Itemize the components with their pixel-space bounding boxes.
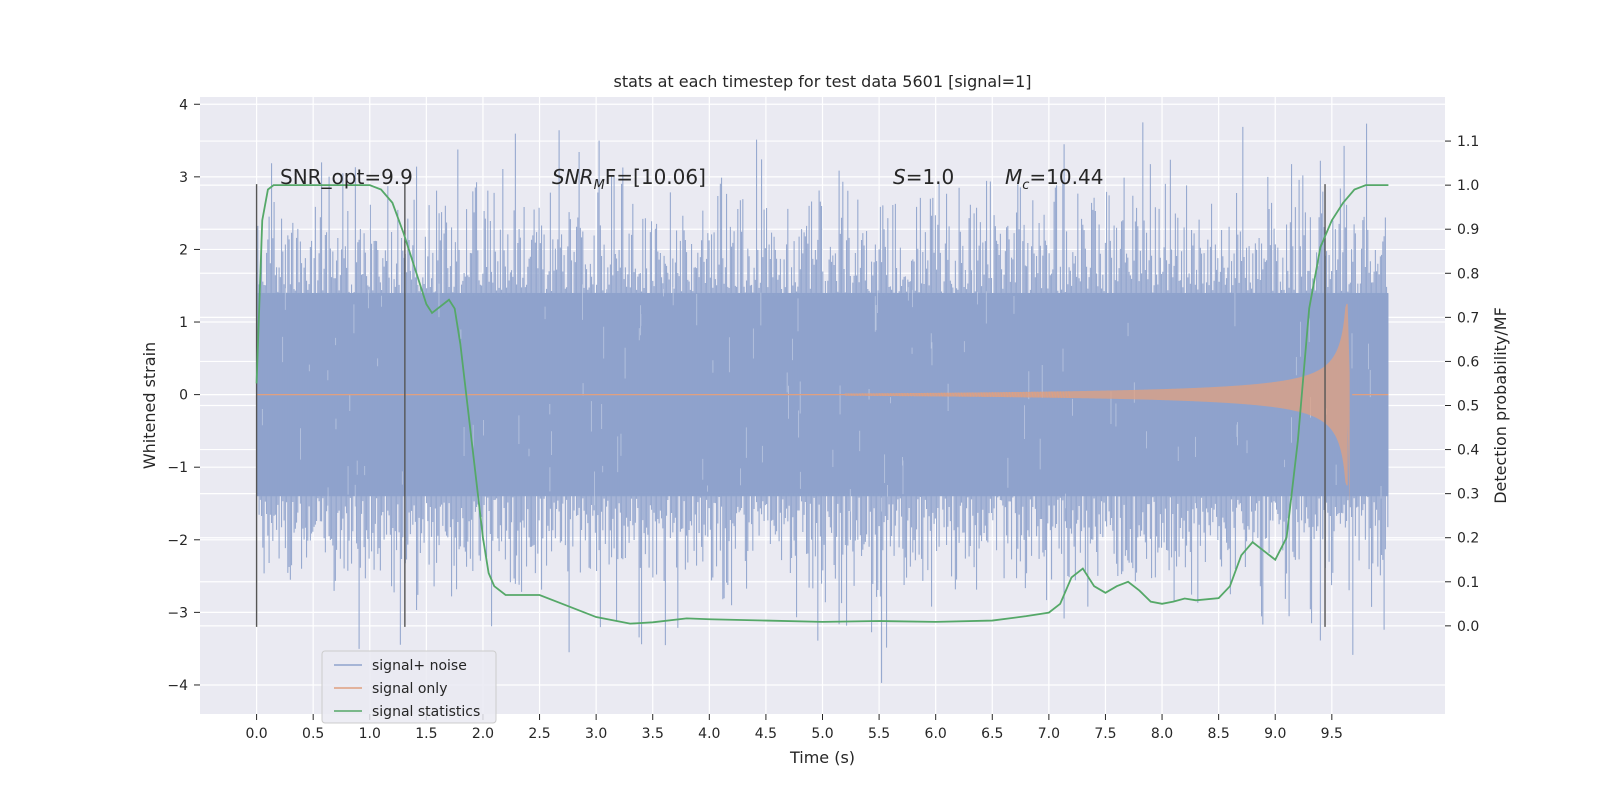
y2-tick-label-5: 0.6	[1457, 354, 1479, 370]
y-tick-label-3: 1	[179, 315, 188, 331]
x-tick-label-0: 0.0	[245, 726, 267, 742]
y-tick-label-5: −1	[167, 460, 188, 476]
annotation-mc-sub: c	[1022, 178, 1029, 193]
y2-tick-label-11: 0.0	[1457, 619, 1479, 635]
x-tick-label-4: 2.0	[472, 726, 494, 742]
x-tick-label-8: 4.0	[698, 726, 720, 742]
x-tick-label-14: 7.0	[1038, 726, 1060, 742]
y-tick-label-7: −3	[167, 605, 188, 621]
y-tick-label-1: 3	[179, 170, 188, 186]
chart-title: stats at each timestep for test data 560…	[613, 72, 1031, 91]
y2-tick-label-0: 1.1	[1457, 134, 1479, 150]
y-tick-label-0: 4	[179, 97, 188, 113]
annotation-mc: Mc=10.44	[1005, 165, 1103, 193]
y2-tick-label-9: 0.2	[1457, 531, 1479, 547]
y-tick-label-2: 2	[179, 242, 188, 258]
y-tick-label-8: −4	[167, 678, 188, 694]
annotation-s-var: S	[893, 165, 906, 189]
noise-texture	[261, 282, 1382, 539]
annotation-s: S=1.0	[893, 165, 954, 189]
annotation-snr-opt: SNR_opt=9.9	[280, 165, 413, 189]
annotation-mc-val: =10.44	[1029, 165, 1103, 189]
x-tick-label-11: 5.5	[868, 726, 890, 742]
vertical-markers	[255, 184, 1326, 627]
y2-tick-label-2: 0.9	[1457, 222, 1479, 238]
y-tick-label-4: 0	[179, 388, 188, 404]
annotation-s-val: =1.0	[906, 165, 955, 189]
x-tick-label-5: 2.5	[528, 726, 550, 742]
series-signal-only	[256, 303, 1389, 511]
x-tick-label-1: 0.5	[302, 726, 324, 742]
x-tick-label-12: 6.0	[925, 726, 947, 742]
x-tick-label-15: 7.5	[1094, 726, 1116, 742]
x-tick-label-17: 8.5	[1208, 726, 1230, 742]
annotation-snr-mf-rest: F=[10.06]	[605, 165, 706, 189]
x-tick-label-18: 9.0	[1264, 726, 1286, 742]
legend-box	[321, 650, 497, 724]
legend-label-signal-noise: signal+ noise	[372, 658, 467, 674]
legend-label-signal-statistics: signal statistics	[372, 704, 480, 720]
y2-axis-label: Detection probability/MF	[1491, 307, 1510, 504]
x-tick-label-13: 6.5	[981, 726, 1003, 742]
annotation-mc-base: M	[1005, 165, 1022, 189]
annotation-snr-mf-sub: M	[594, 178, 605, 193]
annotation-snr-mf-base: SNR	[552, 165, 594, 189]
x-tick-label-2: 1.0	[359, 726, 381, 742]
y-axis-label: Whitened strain	[140, 342, 159, 469]
x-axis-ticks: 0.0 0.5 1.0 1.5 2.0 2.5 3.0 3.5 4.0 4.5 5.0 5.5 6.0 6…	[245, 714, 1343, 742]
y-tick-label-6: −2	[167, 533, 188, 549]
y2-tick-label-4: 0.7	[1457, 310, 1479, 326]
x-tick-label-6: 3.0	[585, 726, 607, 742]
chirp-oscillation	[844, 391, 1071, 399]
y2-tick-label-3: 0.8	[1457, 266, 1479, 282]
legend: signal+ noise signal only signal statist…	[321, 650, 497, 724]
y-axis-ticks: 4 3 2 1 0 −1 −2 −3 −4	[167, 97, 200, 694]
y2-tick-label-10: 0.1	[1457, 575, 1479, 591]
annotation-snr-mf: SNRMF=[10.06]	[552, 165, 706, 193]
y2-tick-label-8: 0.3	[1457, 487, 1479, 503]
legend-label-signal-only: signal only	[372, 681, 447, 697]
x-tick-label-3: 1.5	[415, 726, 437, 742]
x-tick-label-19: 9.5	[1321, 726, 1343, 742]
x-tick-label-10: 5.0	[811, 726, 833, 742]
x-tick-label-9: 4.5	[755, 726, 777, 742]
x-tick-label-16: 8.0	[1151, 726, 1173, 742]
y2-axis-ticks: 1.1 1.0 0.9 0.8 0.7 0.6 0.5 0.4 0.3 0.2 0.1 0.0	[1445, 134, 1479, 635]
x-tick-label-7: 3.5	[642, 726, 664, 742]
y2-tick-label-7: 0.4	[1457, 443, 1479, 459]
series-signal-statistics	[255, 184, 1389, 625]
x-axis-label: Time (s)	[789, 748, 855, 767]
y2-tick-label-6: 0.5	[1457, 399, 1479, 415]
y2-tick-label-1: 1.0	[1457, 178, 1479, 194]
